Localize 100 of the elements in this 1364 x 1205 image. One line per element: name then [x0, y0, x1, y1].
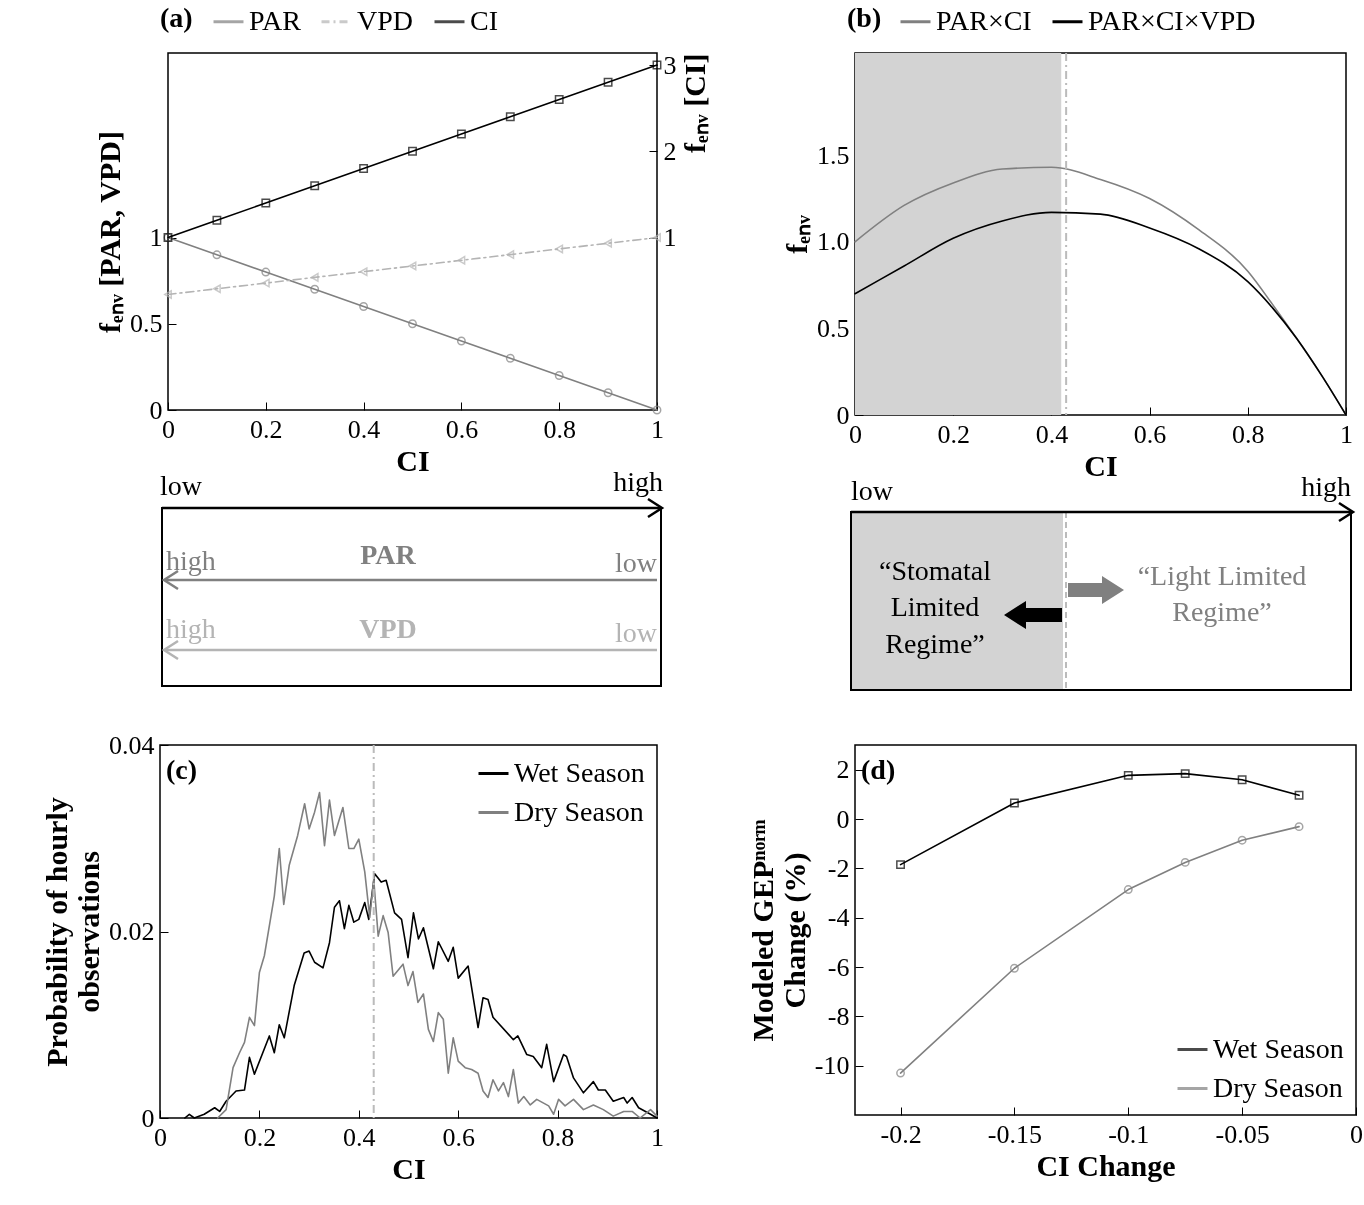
x-tick-label: 0.8	[543, 414, 576, 444]
y-tick-label: -6	[827, 952, 850, 982]
point	[1237, 775, 1247, 785]
point	[505, 112, 515, 122]
text: “Light Limited Regime”	[1136, 559, 1308, 630]
x-tick-label: 0.2	[250, 414, 283, 444]
chart-title: (c)	[166, 754, 198, 785]
text: high	[1301, 471, 1351, 502]
y-tick-label: 0.5	[817, 313, 850, 343]
y-tick-label: -4	[827, 903, 850, 933]
y-tick-label: 0	[149, 395, 163, 425]
point	[1123, 770, 1133, 780]
x-tick-label: 0.4	[1035, 419, 1069, 449]
point	[261, 267, 271, 277]
point	[164, 289, 172, 299]
line-series	[216, 791, 658, 1119]
text: VPD	[358, 613, 418, 644]
point	[555, 244, 564, 254]
y-axis-title: fₑₙᵥ	[780, 215, 813, 254]
point	[1009, 963, 1019, 973]
text: low	[851, 475, 893, 506]
y-tick-label: -8	[827, 1001, 850, 1031]
x-tick-label: 0.6	[442, 1122, 475, 1152]
x-axis-title: CI	[392, 1151, 426, 1185]
y-axis-title: Probability of hourly observations	[40, 797, 105, 1067]
chart-title: (d)	[861, 754, 896, 785]
point	[456, 129, 466, 139]
point	[1180, 769, 1190, 779]
x-tick-label: 0.2	[243, 1122, 277, 1152]
legend-label: PAR	[249, 4, 302, 36]
point	[554, 95, 564, 105]
y-tick-label: -10	[814, 1051, 850, 1081]
point	[310, 284, 320, 294]
x-tick-label: 0.2	[937, 419, 970, 449]
text: high	[613, 466, 663, 497]
x-tick-label: 1	[651, 414, 664, 444]
y2-tick-label: 2	[663, 136, 677, 166]
x-tick-label: -0.05	[1215, 1119, 1270, 1149]
text: low	[615, 617, 657, 648]
y2-tick-label: 1	[663, 223, 677, 253]
point	[359, 267, 368, 277]
legend-label: Wet Season	[514, 756, 645, 788]
text: “Stomatal Limited Regime”	[878, 554, 992, 661]
y-tick-label: 1	[149, 223, 163, 253]
legend-label: PAR×CI	[936, 4, 1032, 36]
x-tick-label: 1	[1340, 419, 1353, 449]
x-tick-label: 0.8	[1232, 419, 1265, 449]
legend-label: Wet Season	[1213, 1032, 1344, 1064]
point	[212, 250, 222, 260]
point	[1009, 798, 1019, 808]
x-axis-title: CI	[396, 443, 430, 477]
point	[310, 181, 320, 191]
x-tick-label: 0.8	[541, 1122, 575, 1152]
y-tick-label: 0.02	[109, 917, 155, 946]
point	[359, 164, 369, 174]
x-tick-label: -0.1	[1108, 1119, 1150, 1149]
point	[554, 371, 564, 380]
point	[408, 319, 417, 329]
legend-label: Dry Season	[1213, 1071, 1343, 1103]
text: high	[166, 613, 216, 644]
text: high	[166, 545, 216, 576]
x-tick-label: -0.15	[987, 1119, 1042, 1149]
legend-label: Dry Season	[514, 795, 644, 827]
y-tick-label: -2	[827, 853, 850, 883]
point	[603, 388, 613, 398]
x-tick-label: 0.6	[445, 414, 479, 444]
point	[603, 77, 613, 87]
y-tick-label: 0.04	[109, 730, 155, 760]
point	[506, 250, 515, 260]
point	[896, 1068, 905, 1078]
x-tick-label: 1	[651, 1122, 664, 1152]
point	[652, 405, 662, 415]
point	[456, 336, 466, 346]
y-tick-label: 1.5	[817, 140, 850, 170]
chart-title: (a)	[160, 2, 193, 33]
point	[1123, 885, 1133, 894]
text: low	[160, 470, 202, 501]
y2-axis-title: fₑₙᵥ [CI]	[677, 53, 711, 154]
y-tick-label: 1.0	[817, 227, 850, 257]
y-tick-label: 0.5	[130, 309, 163, 339]
text: low	[615, 547, 657, 578]
point	[212, 215, 222, 225]
legend-label: CI	[470, 4, 498, 36]
legend-label: VPD	[357, 4, 414, 36]
point	[457, 255, 466, 265]
x-tick-label: 0	[1350, 1119, 1363, 1149]
chart-title: (b)	[847, 2, 882, 33]
point	[1294, 790, 1304, 800]
point	[310, 272, 319, 282]
point	[1294, 822, 1304, 832]
y-axis-title: fₑₙᵥ [PAR, VPD]	[93, 131, 126, 333]
x-axis-title: CI	[1084, 448, 1118, 482]
point	[1180, 857, 1190, 867]
point	[408, 261, 417, 271]
y-axis-title: Modeled GEPⁿᵒʳᵐ Change (%)	[745, 819, 812, 1042]
point	[896, 860, 905, 870]
x-tick-label: 0.4	[343, 1122, 376, 1152]
x-tick-label: 0.6	[1133, 419, 1167, 449]
y-tick-label: 0	[836, 804, 850, 834]
point	[408, 146, 417, 156]
